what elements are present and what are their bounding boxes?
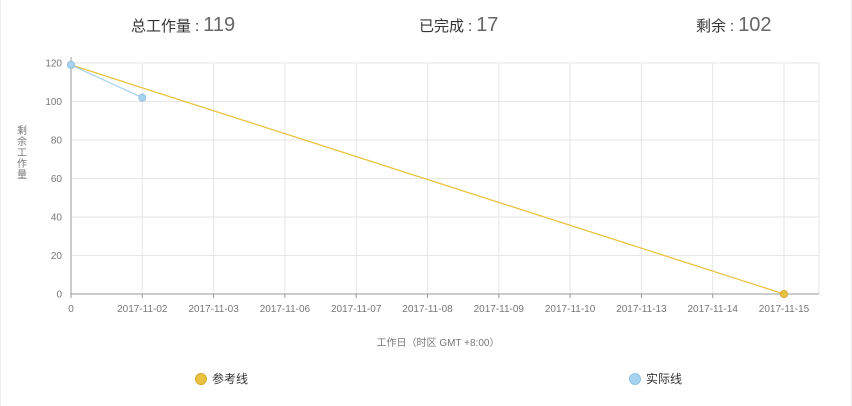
legend-marker-reference bbox=[195, 372, 207, 385]
y-tick-label: 100 bbox=[45, 97, 62, 108]
stat-total-work: 总工作量 : 119 bbox=[131, 14, 235, 42]
grid-lines bbox=[71, 62, 820, 294]
legend-label-reference: 参考线 bbox=[212, 372, 249, 386]
x-tick-label: 2017-11-07 bbox=[331, 304, 382, 315]
stat-separator: : bbox=[195, 18, 200, 35]
x-tick-label: 2017-11-14 bbox=[687, 304, 738, 315]
y-tick-label: 120 bbox=[45, 59, 62, 70]
legend-item-actual[interactable]: 实际线 bbox=[629, 370, 682, 387]
x-tick-label: 0 bbox=[68, 304, 74, 315]
data-point-reference[interactable] bbox=[780, 290, 788, 298]
series-points[interactable] bbox=[67, 60, 788, 298]
y-axis-title-char: 工 bbox=[17, 148, 27, 159]
y-axis-title-char: 剩 bbox=[17, 124, 27, 137]
stat-done-value: 17 bbox=[476, 14, 499, 36]
y-tick-label: 0 bbox=[56, 290, 62, 301]
x-tick-label: 2017-11-06 bbox=[260, 304, 311, 315]
series-lines bbox=[70, 64, 785, 295]
legend-marker-actual bbox=[629, 372, 641, 385]
stat-total-value: 119 bbox=[203, 14, 236, 36]
y-tick-label: 40 bbox=[51, 213, 63, 224]
stat-total-label: 总工作量 bbox=[131, 18, 192, 35]
y-tick-label: 80 bbox=[51, 136, 63, 147]
legend-label-actual: 实际线 bbox=[646, 372, 683, 386]
x-tick-label: 2017-11-08 bbox=[402, 304, 453, 315]
y-tick-label: 60 bbox=[51, 174, 63, 185]
stat-left-value: 102 bbox=[738, 14, 772, 36]
stat-separator: : bbox=[468, 18, 473, 35]
y-axis-title-char: 量 bbox=[17, 169, 27, 181]
y-axis-title-char: 余 bbox=[17, 135, 27, 148]
series-line-reference bbox=[70, 64, 785, 295]
x-tick-label: 2017-11-13 bbox=[616, 304, 667, 315]
y-axis-title-char: 作 bbox=[17, 158, 27, 170]
stat-left-label: 剩余 bbox=[696, 18, 727, 35]
x-axis-title: 工作日（时区 GMT +8:00） bbox=[377, 337, 500, 349]
stat-remaining: 剩余 : 102 bbox=[696, 14, 772, 42]
x-tick-label: 2017-11-02 bbox=[117, 304, 168, 315]
data-point-actual[interactable] bbox=[138, 93, 147, 102]
x-tick-label: 2017-11-03 bbox=[188, 304, 239, 315]
x-tick-label: 2017-11-15 bbox=[759, 304, 810, 315]
x-tick-label: 2017-11-10 bbox=[545, 304, 596, 315]
y-tick-label: 20 bbox=[51, 251, 63, 262]
legend-item-reference[interactable]: 参考线 bbox=[195, 370, 248, 387]
data-point-actual[interactable] bbox=[67, 60, 75, 69]
axes bbox=[70, 57, 819, 298]
x-tick-label: 2017-11-09 bbox=[474, 304, 525, 315]
stat-completed: 已完成 : 17 bbox=[419, 14, 498, 42]
tick-labels: 0 20 40 60 80 100 120 0 2017-11-02 2017-11-03 2017… bbox=[45, 59, 809, 316]
series-line-actual bbox=[70, 64, 143, 99]
stat-separator: : bbox=[730, 18, 735, 35]
stat-done-label: 已完成 bbox=[419, 18, 465, 35]
